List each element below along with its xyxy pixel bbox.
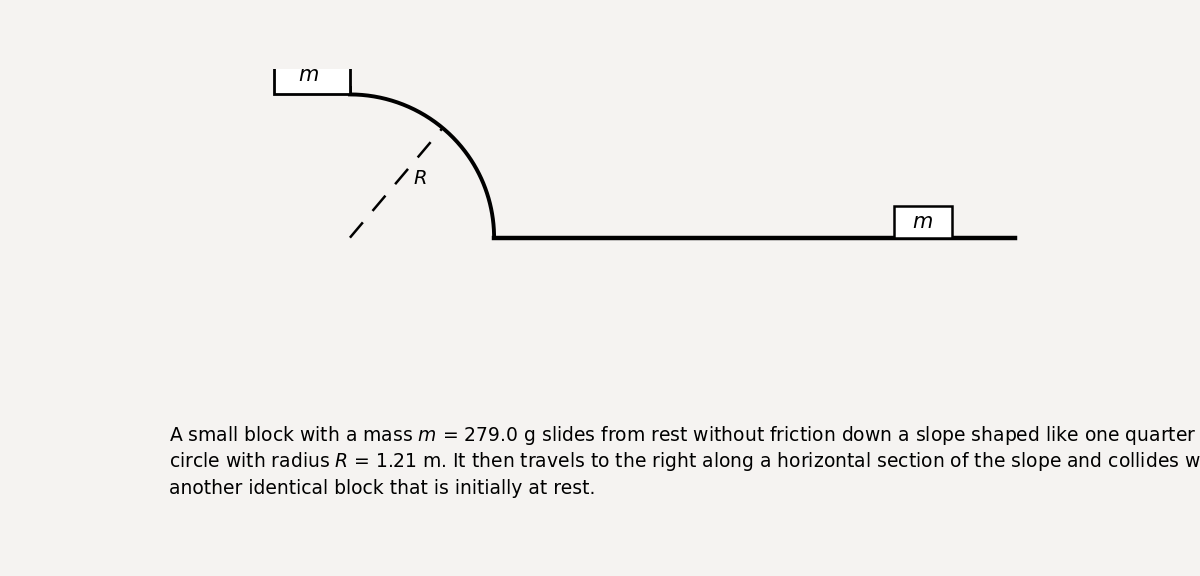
- Text: $m$: $m$: [912, 212, 934, 232]
- Text: $m$: $m$: [298, 66, 318, 85]
- Text: $R$: $R$: [413, 169, 427, 188]
- Text: another identical block that is initially at rest.: another identical block that is initiall…: [168, 479, 595, 498]
- Bar: [894, 206, 952, 238]
- Bar: [274, 56, 350, 94]
- Text: circle with radius $R$ = 1.21 m. It then travels to the right along a horizontal: circle with radius $R$ = 1.21 m. It then…: [168, 450, 1200, 473]
- Text: A small block with a mass $m$ = 279.0 g slides from rest without friction down a: A small block with a mass $m$ = 279.0 g …: [168, 423, 1200, 446]
